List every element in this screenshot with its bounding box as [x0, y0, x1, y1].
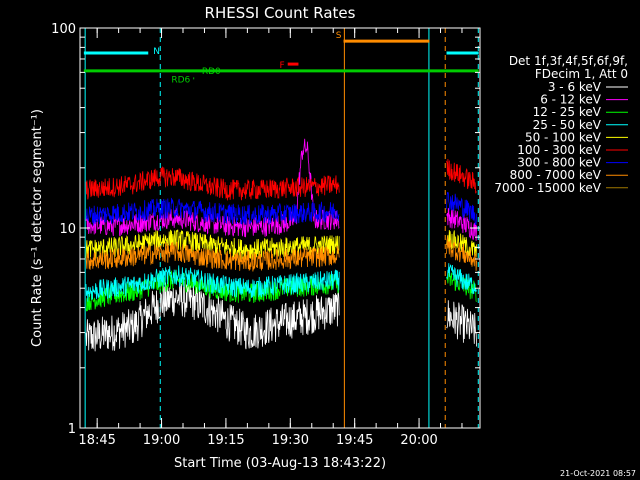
annotation-label-0: N: [153, 47, 160, 57]
legend-label-3: 25 - 50 keV: [533, 118, 602, 132]
legend-label-7: 800 - 7000 keV: [510, 168, 602, 182]
x-tick-label-5: 20:00: [400, 433, 437, 448]
series-4: [85, 229, 477, 260]
x-tick-label-3: 19:30: [272, 433, 309, 448]
series-line-6-1: [446, 192, 477, 225]
annotation-label-4: RD6: [171, 75, 190, 85]
series-lines: [85, 138, 477, 352]
annotation-bars: N S F RD0 RD6: [83, 31, 479, 85]
annotation-label-3: RD0: [202, 67, 221, 77]
series-line-5-0: [85, 166, 340, 201]
series-line-3-1: [446, 263, 477, 295]
x-tick-label-1: 19:00: [143, 433, 180, 448]
series-line-0-0: [85, 280, 340, 352]
series-5: [85, 158, 477, 201]
series-line-6-0: [85, 197, 340, 226]
legend-header-1: Det 1f,3f,4f,5f,6f,9f,: [509, 54, 628, 68]
timestamp: 21-Oct-2021 08:57: [560, 469, 636, 478]
x-tick-label-0: 18:45: [78, 433, 115, 448]
legend-label-5: 100 - 300 keV: [517, 143, 601, 157]
legend-label-4: 50 - 100 keV: [525, 130, 602, 144]
axes: 18:45 19:00 19:15 19:30 19:45 20:00 1 10 100: [51, 22, 480, 448]
y-tick-label-2: 100: [51, 22, 76, 37]
legend-label-1: 6 - 12 keV: [540, 93, 602, 107]
legend-label-2: 12 - 25 keV: [533, 105, 602, 119]
series-line-0-1: [446, 300, 477, 347]
series-line-7-1: [446, 236, 477, 271]
series-6: [85, 192, 477, 226]
x-tick-label-4: 19:45: [336, 433, 373, 448]
y-tick-label-0: 1: [68, 422, 76, 437]
x-tick-label-2: 19:15: [207, 433, 244, 448]
series-0: [85, 280, 477, 352]
annotation-label-2: F: [280, 61, 285, 71]
legend-label-6: 300 - 800 keV: [517, 156, 601, 170]
y-tick-label-1: 10: [59, 222, 76, 237]
x-axis-label: Start Time (03-Aug-13 18:43:22): [174, 456, 386, 471]
series-line-7-0: [85, 241, 340, 272]
series-line-5-1: [446, 158, 477, 194]
series-line-3-0: [85, 265, 340, 302]
series-line-4-0: [85, 229, 340, 260]
series-3: [85, 263, 477, 302]
annotation-label-1: S: [336, 31, 342, 41]
series-line-4-1: [446, 229, 477, 258]
legend-label-8: 7000 - 15000 keV: [494, 181, 601, 195]
legend-header-2: FDecim 1, Att 0: [535, 67, 628, 81]
legend-label-0: 3 - 6 keV: [548, 80, 602, 94]
y-axis-label: Count Rate (s⁻¹ detector segment⁻¹): [30, 109, 45, 347]
series-7: [85, 236, 477, 272]
chart-title: RHESSI Count Rates: [205, 4, 356, 22]
